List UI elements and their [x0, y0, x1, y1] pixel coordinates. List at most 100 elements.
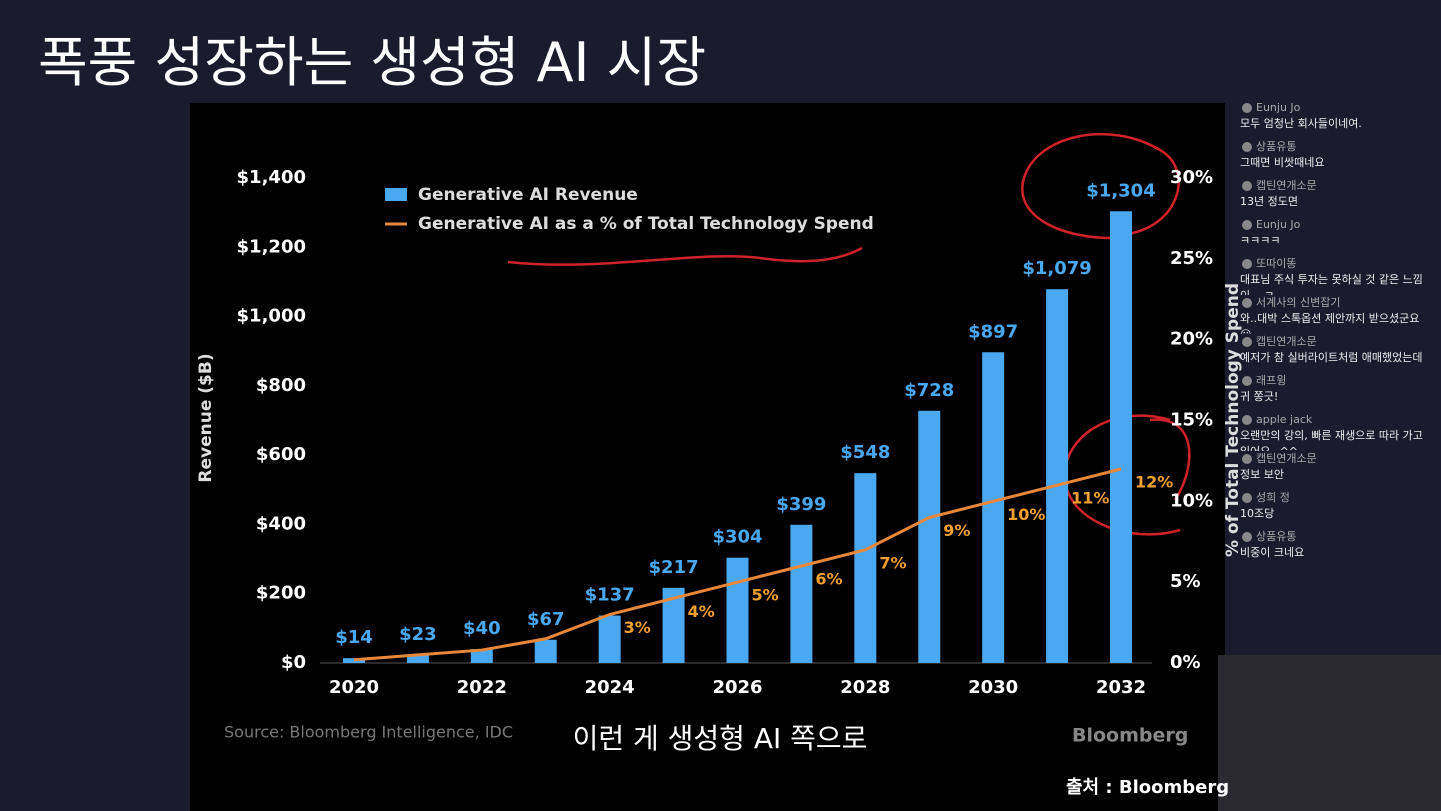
y2-tick-label: 25%	[1170, 248, 1213, 269]
chat-message: 캡틴연개소문 13년 정도면	[1240, 178, 1430, 217]
brand: Bloomberg	[1072, 725, 1188, 747]
chat-message: 래프윙 귀 쫑긋!	[1240, 373, 1430, 412]
value-label: 3%	[624, 618, 651, 637]
caption: 이런 게 생성형 AI 쪽으로	[573, 722, 868, 755]
chat-user: 캡틴연개소문	[1240, 178, 1430, 194]
chat-text: 비중이 크네요	[1240, 546, 1305, 559]
bar	[470, 649, 493, 663]
y2-tick-label: 30%	[1170, 167, 1213, 188]
chat-user: 캡틴연개소문	[1240, 451, 1430, 467]
chat-text: 와..대박 스톡옵션 제안까지 받으셨군요 😮	[1240, 312, 1420, 334]
chat-text: 10조당	[1240, 507, 1275, 520]
y2-tick-label: 0%	[1170, 652, 1201, 673]
y-tick-label: $600	[256, 444, 306, 465]
webcam	[1218, 655, 1441, 811]
y2-tick-label: 5%	[1170, 571, 1201, 592]
annotation	[1021, 132, 1180, 240]
value-label: $548	[840, 442, 890, 463]
value-label: $67	[527, 609, 565, 630]
value-label: 10%	[1007, 505, 1045, 524]
y-tick-label: $1,000	[237, 306, 306, 327]
value-label: $137	[585, 585, 635, 606]
value-label: $399	[776, 494, 826, 515]
bar	[662, 587, 685, 663]
value-label: $728	[904, 380, 954, 401]
y2-tick-label: 15%	[1170, 410, 1213, 431]
value-label: $40	[463, 618, 501, 639]
chat-text: 예저가 참 실버라이트처럼 애매했었는데	[1240, 351, 1423, 364]
value-label: 7%	[879, 553, 906, 572]
chat-text: 그때면 비쌋때네요	[1240, 156, 1325, 169]
chat-message: 상품유통 그때면 비쌋때네요	[1240, 139, 1430, 178]
chat-user: 또따이똥	[1240, 256, 1430, 272]
chart-panel	[190, 103, 1225, 811]
y-tick-label: $1,200	[237, 236, 306, 257]
chat-user: Eunju Jo	[1240, 217, 1430, 233]
y2-tick-label: 20%	[1170, 329, 1213, 350]
chat-message: 성희 정 10조당	[1240, 490, 1430, 529]
chat-user: apple jack	[1240, 412, 1430, 428]
bar	[726, 557, 749, 663]
chat-user: 서계사의 신변잡기	[1240, 295, 1430, 311]
y2-tick-label: 10%	[1170, 490, 1213, 511]
value-label: 9%	[943, 521, 970, 540]
legend-label: Generative AI as a % of Total Technology…	[418, 214, 874, 234]
chat-text: 13년 정도면	[1240, 195, 1298, 208]
value-label: 11%	[1071, 489, 1109, 508]
annotation	[507, 246, 863, 266]
chat-text: 정보 보안	[1240, 468, 1284, 481]
value-label: $14	[335, 627, 373, 648]
source: Source: Bloomberg Intelligence, IDC	[224, 723, 513, 742]
x-tick-label: 2026	[712, 677, 762, 698]
source-credit: 출처 : Bloomberg	[1066, 777, 1230, 798]
value-label: $304	[712, 527, 762, 548]
chat-message: 캡틴연개소문 정보 보안	[1240, 451, 1430, 490]
bar	[1110, 211, 1132, 663]
chat-text: 모두 엄청난 회사들이네여.	[1240, 117, 1362, 130]
legend-label: Generative AI Revenue	[418, 185, 638, 205]
line	[353, 467, 1122, 662]
bar	[790, 524, 813, 663]
value-label: $23	[399, 624, 437, 645]
value-label: $1,079	[1022, 258, 1091, 279]
chat-user: 상품유통	[1240, 529, 1430, 545]
bar	[918, 410, 941, 663]
chat-message: 캡틴연개소문 예저가 참 실버라이트처럼 애매했었는데	[1240, 334, 1430, 373]
value-label: 5%	[752, 586, 779, 605]
y-tick-label: $800	[256, 375, 306, 396]
value-label: $1,304	[1086, 180, 1155, 201]
chat-user: 캡틴연개소문	[1240, 334, 1430, 350]
chat-user: 성희 정	[1240, 490, 1430, 506]
chat-text: 대표님 주식 투자는 못하실 것 같은 느낌이,,, ㅋ	[1240, 273, 1423, 295]
value-label: $897	[968, 321, 1018, 342]
bar	[854, 473, 877, 663]
y-tick-label: $1,400	[237, 167, 306, 188]
x-tick-label: 2020	[329, 677, 379, 698]
chat-message: Eunju Jo 모두 엄청난 회사들이네여.	[1240, 100, 1430, 139]
chat: Eunju Jo 모두 엄청난 회사들이네여. 상품유통 그때면 비쌋때네요 캡틴연개소…	[1240, 100, 1430, 568]
y-tick-label: $200	[256, 583, 306, 604]
legend-swatch	[385, 188, 407, 201]
chat-text: 오랜만의 강의, 빠른 재생으로 따라 가고 있어요~^^	[1240, 429, 1423, 451]
value-label: 12%	[1135, 473, 1173, 492]
y-axis-label: Revenue ($B)	[196, 353, 216, 482]
x-tick-label: 2024	[585, 677, 635, 698]
chat-text: 귀 쫑긋!	[1240, 390, 1279, 403]
chat-user: 상품유통	[1240, 139, 1430, 155]
bar	[534, 639, 557, 663]
bar	[598, 615, 621, 663]
x-tick-label: 2032	[1096, 677, 1146, 698]
value-label: 6%	[815, 570, 842, 589]
chat-message: Eunju Jo ㅋㅋㅋㅋ	[1240, 217, 1430, 256]
x-tick-label: 2030	[968, 677, 1018, 698]
bar	[1046, 289, 1069, 663]
bar	[343, 658, 365, 663]
x-tick-label: 2028	[840, 677, 890, 698]
value-label: 4%	[688, 602, 715, 621]
chat-user: Eunju Jo	[1240, 100, 1430, 116]
